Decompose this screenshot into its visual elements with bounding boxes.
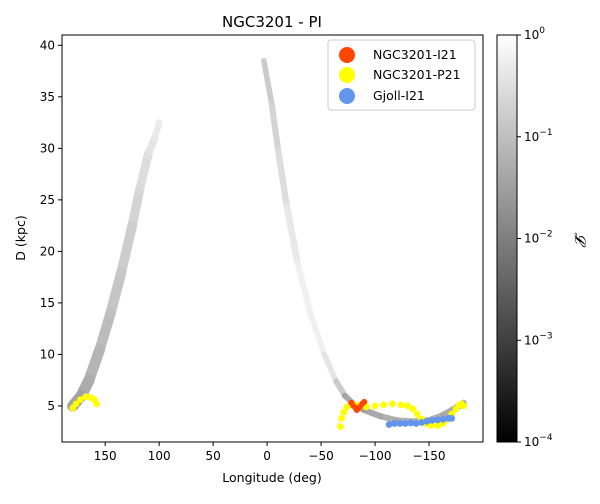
point-ngc3201-p21 <box>380 401 388 409</box>
colorbar-tick-exponent: −3 <box>539 331 552 341</box>
legend-label-gjoll-i21: Gjoll-I21 <box>373 88 425 103</box>
y-axis-label: D (kpc) <box>13 215 28 260</box>
point-ngc3201-p21 <box>460 402 467 410</box>
likelihood-tracks <box>67 57 467 425</box>
point-ngc3201-p21 <box>72 400 80 408</box>
colorbar-tick-label: 10−4 <box>524 433 553 449</box>
legend-frame <box>327 39 476 111</box>
x-tick-label: −150 <box>413 449 446 463</box>
point-gjoll-i21 <box>385 421 393 428</box>
x-tick-label: 150 <box>94 449 117 463</box>
track-segment-right-branch <box>307 310 328 358</box>
x-axis-label: Longitude (deg) <box>222 470 321 485</box>
point-gjoll-i21 <box>418 419 425 426</box>
track-segment-right-branch <box>274 145 290 209</box>
colorbar-ticks: 100 10−1 10−2 10−3 10−4 <box>517 26 553 449</box>
point-ngc3201-p21 <box>409 405 417 413</box>
y-tick-label: 35 <box>40 90 55 104</box>
data-series <box>69 393 467 430</box>
axes-frame <box>61 34 484 443</box>
track-segment-left-branch <box>151 119 163 142</box>
y-tick-label: 20 <box>40 244 55 258</box>
legend-label-ngc3201-i21: NGC3201-I21 <box>373 47 457 62</box>
point-gjoll-i21 <box>448 414 456 422</box>
point-gjoll-i21 <box>412 420 420 427</box>
track-segment-left-branch <box>105 266 127 319</box>
track-segment-left-branch <box>127 184 145 231</box>
track-segment-right-branch <box>268 98 281 152</box>
colorbar-label: 𝓛 <box>571 233 589 248</box>
point-ngc3201-p21 <box>340 408 348 416</box>
point-ngc3201-p21 <box>404 402 411 410</box>
track-segment-right-branch <box>283 201 301 266</box>
colorbar-tick-exponent: −2 <box>539 230 552 240</box>
legend-marker-gjoll-i21 <box>339 88 355 104</box>
point-ngc3201-p21 <box>93 400 100 408</box>
point-ngc3201-p21 <box>76 396 84 404</box>
track-segment-left-branch <box>135 149 153 194</box>
point-ngc3201-p21 <box>397 401 405 409</box>
x-tick-label: −50 <box>308 449 333 463</box>
y-tick-label: 15 <box>40 296 55 310</box>
point-gjoll-i21 <box>423 417 431 425</box>
legend-marker-ngc3201-p21 <box>339 67 355 83</box>
track-segment-right-branch <box>261 57 275 105</box>
y-tick-label: 5 <box>47 399 55 413</box>
colorbar-tick-exponent: −4 <box>539 433 553 443</box>
point-gjoll-i21 <box>401 420 409 427</box>
point-ngc3201-p21 <box>388 400 396 408</box>
colorbar-tick-label: 10−3 <box>524 331 553 347</box>
colorbar-tick-label: 10−1 <box>524 128 553 144</box>
point-gjoll-i21 <box>428 416 436 424</box>
y-tick-label: 25 <box>40 193 55 207</box>
point-gjoll-i21 <box>407 419 415 427</box>
colorbar-tick-label: 100 <box>524 26 545 42</box>
point-ngc3201-p21 <box>371 402 379 410</box>
legend-marker-ngc3201-i21 <box>339 47 355 63</box>
point-ngc3201-i21 <box>361 398 368 405</box>
legend: NGC3201-I21 NGC3201-P21 Gjoll-I21 <box>327 39 476 111</box>
point-gjoll-i21 <box>434 416 442 424</box>
point-ngc3201-i21 <box>353 407 360 414</box>
y-tick-label: 30 <box>40 141 55 155</box>
x-tick-label: 0 <box>263 449 271 463</box>
point-gjoll-i21 <box>391 420 398 427</box>
track-segment-left-branch <box>94 308 116 355</box>
point-ngc3201-p21 <box>427 422 435 429</box>
point-gjoll-i21 <box>396 420 404 427</box>
chart-title: NGC3201 - PI <box>222 13 322 31</box>
colorbar-tick-exponent: −1 <box>539 128 552 138</box>
y-axis: 5 10 15 20 25 30 35 40 <box>40 38 62 413</box>
legend-label-ngc3201-p21: NGC3201-P21 <box>373 67 461 82</box>
point-ngc3201-p21 <box>338 414 345 422</box>
point-ngc3201-p21 <box>434 422 442 429</box>
track-segment-left-branch <box>83 343 106 386</box>
colorbar-tick-label: 10−2 <box>524 230 553 246</box>
point-gjoll-i21 <box>439 415 447 423</box>
colorbar-gradient <box>496 34 518 443</box>
x-tick-label: 50 <box>205 449 220 463</box>
track-segment-right-branch <box>321 351 339 385</box>
y-tick-label: 10 <box>40 347 55 361</box>
track-segment-left-branch <box>116 220 138 277</box>
y-tick-label: 40 <box>40 38 55 52</box>
x-tick-label: −100 <box>359 449 392 463</box>
x-axis: 150 100 50 0 −50 −100 −150 <box>94 442 446 463</box>
point-ngc3201-p21 <box>337 423 344 430</box>
colorbar-tick-exponent: 0 <box>539 26 545 36</box>
track-segment-right-branch <box>294 258 314 317</box>
point-ngc3201-p21 <box>413 410 421 418</box>
point-ngc3201-p21 <box>82 393 90 401</box>
colorbar: 100 10−1 10−2 10−3 10−4 𝓛 <box>496 26 589 449</box>
x-tick-label: 100 <box>148 449 171 463</box>
